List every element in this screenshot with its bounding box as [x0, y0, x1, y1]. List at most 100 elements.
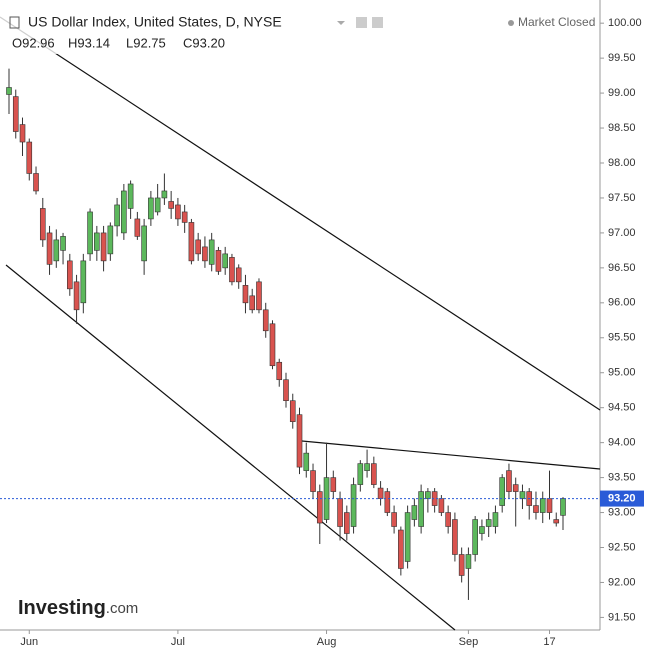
candle-body [445, 512, 451, 527]
y-tick-label: 94.00 [608, 437, 636, 449]
candle-body [12, 96, 19, 132]
trend-line [301, 440, 601, 470]
logo-main: Investing [18, 597, 106, 619]
x-tick-label: Jun [20, 636, 38, 648]
candle-body [546, 498, 553, 513]
y-tick-label: 91.50 [608, 611, 636, 623]
settings-icon[interactable] [356, 17, 367, 28]
settings-icon[interactable] [372, 17, 383, 28]
candle-body [499, 477, 505, 506]
x-tick-label: Aug [317, 636, 337, 648]
candle-body [87, 211, 93, 255]
ohlc-high: H93.14 [68, 35, 110, 50]
candle-body [46, 232, 53, 265]
candle-body [148, 197, 154, 220]
candle-body [19, 124, 26, 143]
y-tick-label: 98.00 [608, 157, 636, 169]
candle-body [411, 505, 418, 520]
candle-body [296, 414, 303, 468]
candle-body [262, 309, 269, 332]
trend-line [5, 264, 456, 631]
candle-body [175, 204, 181, 220]
candle-body [337, 498, 343, 527]
y-tick-label: 96.00 [608, 297, 636, 309]
candles [6, 68, 566, 600]
candle-body [26, 141, 33, 174]
candle-body [195, 239, 201, 255]
candle-body [53, 239, 60, 262]
candle-body [154, 197, 161, 213]
y-tick-label: 92.50 [608, 541, 636, 553]
candle-body [357, 463, 364, 485]
market-status: Market Closed [518, 15, 595, 29]
trend-line [0, 16, 601, 411]
candle-body [114, 204, 120, 227]
candle-body [6, 87, 12, 95]
candle-body [276, 361, 283, 381]
dropdown[interactable] [337, 21, 345, 25]
candle-body [479, 526, 485, 534]
candle-body [425, 491, 431, 499]
candle-body [181, 211, 188, 223]
y-tick-label: 100.00 [608, 17, 642, 29]
y-tick-label: 92.00 [608, 576, 636, 588]
candle-body [519, 491, 526, 499]
last-price-label: 93.20 [608, 492, 636, 504]
candle-body [316, 491, 323, 524]
y-tick-label: 95.00 [608, 367, 636, 379]
candle-body [208, 239, 215, 265]
y-tick-label: 97.00 [608, 227, 636, 239]
candle-body [492, 512, 499, 527]
candle-body [73, 281, 80, 311]
candle-body [80, 260, 87, 304]
candle-body [215, 250, 222, 272]
header-bg [0, 8, 480, 54]
candle-body [458, 554, 465, 576]
y-tick-label: 93.00 [608, 506, 636, 518]
candle-body [283, 379, 289, 401]
x-tick-label: Jul [171, 636, 185, 648]
candle-body [249, 295, 256, 311]
y-tick-label: 99.00 [608, 87, 636, 99]
candle-body [168, 201, 174, 209]
icon [9, 16, 20, 29]
y-tick-label: 94.50 [608, 402, 636, 414]
candle-body [438, 498, 445, 513]
candle-body [289, 400, 296, 422]
candle-body [161, 190, 168, 199]
last-price-box [600, 490, 644, 507]
candle-body [350, 484, 357, 527]
candle-body [418, 491, 424, 527]
candle-body [398, 529, 404, 569]
candle-body [67, 260, 73, 290]
candle-body [310, 470, 316, 492]
x-tick-label: Sep [459, 636, 479, 648]
candle-body [330, 477, 337, 492]
candle-body [107, 225, 114, 255]
candle-body [100, 232, 107, 262]
candle-body [553, 519, 560, 524]
candle-body [242, 285, 249, 304]
candle-body [344, 512, 350, 534]
logo-suffix: .com [106, 600, 139, 617]
candle-body [141, 225, 147, 262]
candle-body [256, 281, 262, 311]
candle-body [539, 498, 546, 513]
candle-body [560, 498, 566, 516]
candle-body [60, 236, 66, 251]
ohlc-low: L92.75 [126, 35, 166, 50]
candle-body [94, 232, 100, 251]
candle-body [452, 519, 458, 555]
candle-body [364, 463, 370, 471]
candle-body [303, 452, 310, 471]
y-tick-label: 95.50 [608, 332, 636, 344]
candle-body [485, 519, 492, 527]
candle-body [229, 257, 235, 283]
ohlc-close: C93.20 [183, 35, 225, 50]
candle-body [506, 470, 512, 492]
ohlc-open: O92.96 [12, 35, 55, 50]
candle-body [384, 491, 391, 513]
candle-body [377, 487, 384, 499]
